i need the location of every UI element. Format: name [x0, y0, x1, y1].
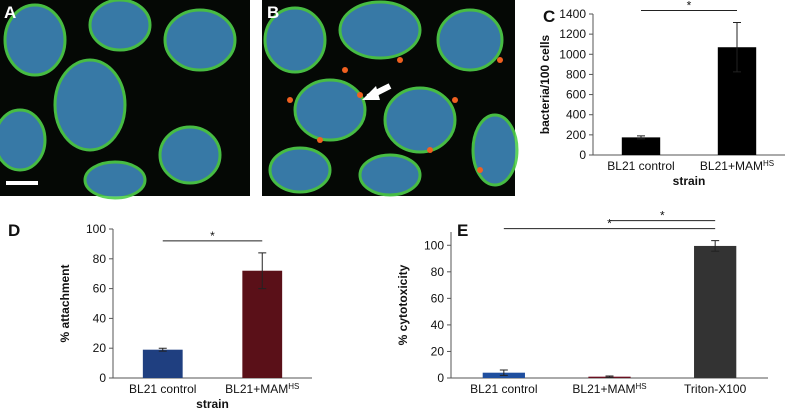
x-tick-label: Triton-X100 [684, 382, 747, 396]
x-tick-label: BL21+MAMHS [700, 159, 774, 174]
panel-label: E [457, 221, 468, 240]
y-tick-label: 40 [431, 318, 445, 332]
x-axis-label: strain [673, 174, 706, 188]
x-tick-label: BL21 control [129, 382, 196, 396]
y-tick-label: 400 [566, 108, 586, 122]
y-tick-label: 1400 [559, 7, 586, 21]
x-tick-label: BL21 control [607, 159, 674, 173]
y-tick-label: 200 [566, 128, 586, 142]
y-tick-label: 60 [93, 282, 107, 296]
error-bar [158, 347, 167, 352]
error-bar [258, 252, 267, 290]
x-tick-label: BL21+MAMHS [572, 382, 646, 397]
error-bar [605, 375, 614, 378]
y-tick-label: 20 [431, 344, 445, 358]
y-tick-label: 100 [424, 238, 444, 252]
x-tick-label: BL21+MAMHS [225, 382, 299, 397]
y-axis-label: bacteria/100 cells [538, 34, 552, 134]
y-tick-label: 20 [93, 341, 107, 355]
x-tick-label-sup: HS [635, 382, 646, 391]
y-tick-label: 1200 [559, 27, 586, 41]
x-tick-label: BL21 control [470, 382, 537, 396]
bar [621, 137, 661, 155]
image-label: A [4, 3, 16, 22]
y-tick-label: 40 [93, 311, 107, 325]
micrograph-b: B [262, 0, 519, 197]
error-bar [711, 240, 720, 252]
error-bar [637, 135, 645, 140]
y-tick-label: 100 [86, 222, 106, 236]
y-tick-label: 80 [431, 265, 445, 279]
y-tick-label: 800 [566, 67, 586, 81]
panel-label: C [543, 7, 555, 26]
y-tick-label: 0 [437, 371, 444, 385]
bar [142, 349, 183, 378]
significance-label: * [687, 0, 692, 13]
y-axis-label: % attachment [58, 264, 72, 342]
error-bar [499, 369, 508, 376]
y-tick-label: 60 [431, 291, 445, 305]
significance-label: * [607, 217, 612, 231]
micrograph-a: A [0, 0, 250, 200]
bar [694, 245, 737, 378]
y-tick-label: 0 [99, 371, 106, 385]
x-axis-label: strain [196, 397, 229, 411]
image-label: B [267, 3, 279, 22]
significance-label: * [660, 209, 665, 223]
y-tick-label: 0 [579, 148, 586, 162]
y-tick-label: 80 [93, 252, 107, 266]
y-tick-label: 600 [566, 88, 586, 102]
x-tick-label-sup: HS [763, 159, 774, 168]
y-tick-label: 1000 [559, 47, 586, 61]
x-tick-label-sup: HS [288, 382, 299, 391]
error-bar [733, 22, 741, 73]
y-axis-label: % cytotoxicity [396, 264, 410, 345]
significance-label: * [210, 229, 215, 243]
panel-label: D [8, 221, 20, 240]
